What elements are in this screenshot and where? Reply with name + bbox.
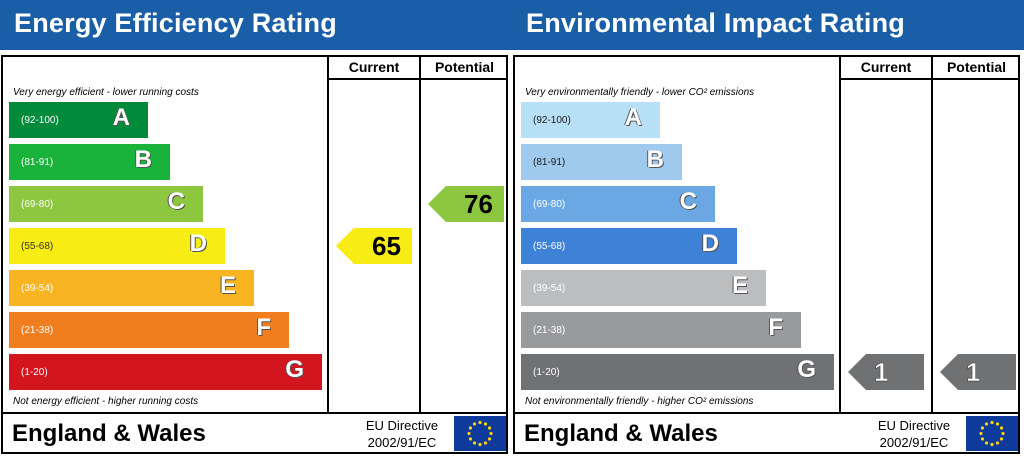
band-range: (55-68) (21, 241, 54, 252)
rating-band-f: (21-38) F (9, 312, 289, 348)
bottom-note: Not energy efficient - higher running co… (13, 396, 199, 407)
directive-line-2: 2002/91/EC (879, 435, 949, 450)
chart-title: Energy Efficiency Rating (14, 8, 337, 38)
potential-rating-arrow: 1 (940, 354, 1016, 390)
band-range: (69-80) (21, 199, 54, 210)
band-letter: D (701, 230, 719, 257)
eu-flag-icon (454, 416, 506, 451)
band-range: (21-38) (21, 325, 54, 336)
rating-band-b: (81-91) B (9, 144, 170, 180)
band-range: (55-68) (533, 241, 566, 252)
band-range: (1-20) (533, 367, 560, 378)
chart-frame (513, 55, 1020, 454)
bottom-note: Not environmentally friendly - higher CO… (525, 396, 754, 407)
eu-flag-icon (966, 416, 1018, 451)
footer-divider (513, 412, 1020, 414)
potential-rating-value: 1 (966, 357, 980, 387)
column-divider (931, 55, 933, 414)
band-range: (69-80) (533, 199, 566, 210)
energy-efficiency-panel: Energy Efficiency Rating Current Potential… (0, 0, 512, 454)
region-label: England & Wales (12, 420, 206, 447)
directive-line-1: EU Directive (365, 418, 439, 433)
title-bar: Energy Efficiency Rating (0, 0, 512, 50)
band-range: (92-100) (21, 115, 59, 126)
current-rating-value: 65 (372, 231, 401, 261)
rating-band-d: (55-68) D (9, 228, 225, 264)
column-header-current: Current (348, 59, 400, 75)
potential-rating-arrow: 76 (428, 186, 504, 222)
band-letter: E (219, 272, 236, 299)
header-divider (839, 78, 1020, 80)
current-arrow-shape (336, 228, 412, 264)
rating-band-g: (1-20) G (9, 354, 322, 390)
band-letter: C (167, 188, 185, 215)
directive-line-2: 2002/91/EC (367, 435, 437, 450)
band-range: (21-38) (533, 325, 566, 336)
eu-directive: EU Directive 2002/91/EC (868, 417, 960, 451)
potential-arrow-shape (428, 186, 504, 222)
rating-band-f: (21-38) F (521, 312, 801, 348)
band-range: (81-91) (21, 157, 54, 168)
band-letter: D (189, 230, 207, 257)
band-range: (39-54) (21, 283, 54, 294)
directive-line-1: EU Directive (877, 418, 951, 433)
top-note: Very environmentally friendly - lower CO… (525, 87, 755, 98)
column-divider (327, 55, 329, 414)
rating-band-a: (92-100) A (521, 102, 660, 138)
rating-band-b: (81-91) B (521, 144, 682, 180)
potential-rating-value: 76 (464, 189, 493, 219)
band-letter: F (256, 314, 271, 341)
band-letter: G (797, 356, 816, 383)
footer-divider (1, 412, 508, 414)
current-rating-arrow: 65 (336, 228, 412, 264)
current-arrow-shape (848, 354, 924, 390)
title-bar: Environmental Impact Rating (512, 0, 1024, 50)
band-range: (1-20) (21, 367, 48, 378)
band-range: (39-54) (533, 283, 566, 294)
current-rating-value: 1 (874, 357, 888, 387)
rating-band-a: (92-100) A (9, 102, 148, 138)
band-letter: F (768, 314, 783, 341)
rating-band-d: (55-68) D (521, 228, 737, 264)
current-rating-arrow: 1 (848, 354, 924, 390)
band-letter: G (285, 356, 304, 383)
chart-title: Environmental Impact Rating (526, 8, 905, 38)
eu-stars (979, 420, 1005, 447)
column-header-potential: Potential (434, 59, 495, 75)
rating-band-c: (69-80) C (9, 186, 203, 222)
region-label: England & Wales (524, 420, 718, 447)
band-range: (92-100) (533, 115, 571, 126)
rating-band-e: (39-54) E (521, 270, 766, 306)
potential-arrow-shape (940, 354, 1016, 390)
top-note: Very energy efficient - lower running co… (13, 87, 199, 98)
environmental-impact-panel: Environmental Impact Rating Current Potent… (512, 0, 1024, 457)
column-header-potential: Potential (946, 59, 1007, 75)
header-divider (327, 78, 508, 80)
band-letter: A (112, 104, 130, 131)
band-letter: C (679, 188, 697, 215)
column-divider (419, 55, 421, 414)
band-letter: A (624, 104, 642, 131)
band-range: (81-91) (533, 157, 566, 168)
eu-directive: EU Directive 2002/91/EC (356, 417, 448, 451)
band-letter: E (731, 272, 748, 299)
rating-band-g: (1-20) G (521, 354, 834, 390)
chart-frame (1, 55, 508, 454)
band-letter: B (134, 146, 152, 173)
rating-band-c: (69-80) C (521, 186, 715, 222)
rating-band-e: (39-54) E (9, 270, 254, 306)
column-header-current: Current (860, 59, 912, 75)
band-letter: B (646, 146, 664, 173)
column-divider (839, 55, 841, 414)
eu-stars (467, 420, 493, 447)
